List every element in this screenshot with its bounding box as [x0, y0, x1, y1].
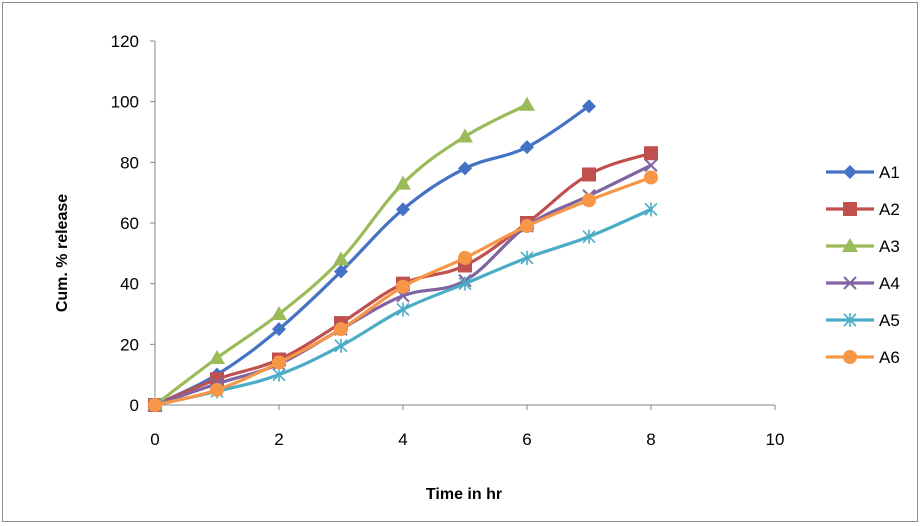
data-point — [644, 158, 658, 173]
x-tick-label: 2 — [274, 430, 283, 449]
data-point — [272, 367, 286, 382]
legend-label: A2 — [879, 200, 900, 219]
data-point — [644, 202, 658, 217]
x-tick-label: 8 — [646, 430, 655, 449]
legend-label: A4 — [879, 274, 900, 293]
data-point — [272, 322, 286, 337]
data-point — [209, 349, 225, 364]
data-point — [520, 140, 534, 155]
data-point — [644, 170, 658, 185]
x-tick-label: 10 — [766, 430, 785, 449]
series-line — [154, 104, 590, 407]
data-point — [582, 193, 596, 208]
legend-swatch-marker — [843, 276, 857, 290]
data-point — [396, 202, 410, 217]
data-point — [334, 322, 348, 337]
legend-swatch-marker — [843, 313, 857, 327]
y-tick-label: 80 — [120, 153, 139, 172]
data-point — [582, 229, 596, 244]
data-point — [334, 338, 348, 353]
y-tick-label: 120 — [111, 32, 139, 51]
data-point — [272, 355, 286, 370]
data-point — [395, 175, 411, 190]
legend-item-a1: A1 — [826, 163, 900, 182]
data-point — [644, 146, 658, 161]
series-a1 — [148, 99, 596, 412]
data-point — [520, 250, 534, 265]
y-tick-label: 100 — [111, 93, 139, 112]
data-point — [396, 302, 410, 317]
legend-swatch-marker — [843, 202, 857, 216]
x-tick-label: 0 — [150, 430, 159, 449]
y-tick-label: 60 — [120, 214, 139, 233]
data-point — [519, 96, 535, 111]
legend-label: A1 — [879, 163, 900, 182]
legend-label: A3 — [879, 237, 900, 256]
series-a3 — [147, 96, 535, 411]
data-point — [582, 167, 596, 182]
data-point — [457, 128, 473, 143]
data-point — [396, 279, 410, 294]
legend-item-a4: A4 — [826, 274, 900, 293]
legend-label: A6 — [879, 348, 900, 367]
data-point — [458, 250, 472, 265]
y-tick-label: 20 — [120, 335, 139, 354]
legend-swatch-marker — [843, 165, 857, 179]
data-point — [520, 219, 534, 234]
x-tick-label: 4 — [398, 430, 407, 449]
data-point — [148, 398, 162, 412]
data-point — [333, 251, 349, 266]
series-a6 — [148, 170, 658, 412]
data-point — [458, 161, 472, 176]
legend-item-a2: A2 — [826, 200, 900, 219]
y-tick-label: 40 — [120, 275, 139, 294]
legend-item-a3: A3 — [826, 237, 900, 256]
legend-swatch-marker — [843, 350, 857, 364]
data-point — [458, 276, 472, 291]
legend-label: A5 — [879, 311, 900, 330]
data-point — [334, 264, 348, 279]
plot-area — [147, 96, 658, 412]
x-tick-label: 6 — [522, 430, 531, 449]
legend-swatch-marker — [842, 238, 858, 252]
data-point — [582, 99, 596, 114]
legend-item-a5: A5 — [826, 311, 900, 330]
legend-item-a6: A6 — [826, 348, 900, 367]
x-axis-title: Time in hr — [426, 486, 502, 503]
axes: 0 20 40 60 80 100 120 0 2 4 6 8 10 — [111, 32, 785, 449]
y-tick-label: 0 — [130, 396, 139, 415]
y-axis-title: Cum. % release — [54, 194, 71, 312]
data-point — [271, 306, 287, 320]
data-point — [210, 382, 224, 397]
legend: A1 A2 A3 A4 A5 A6 — [826, 163, 900, 367]
